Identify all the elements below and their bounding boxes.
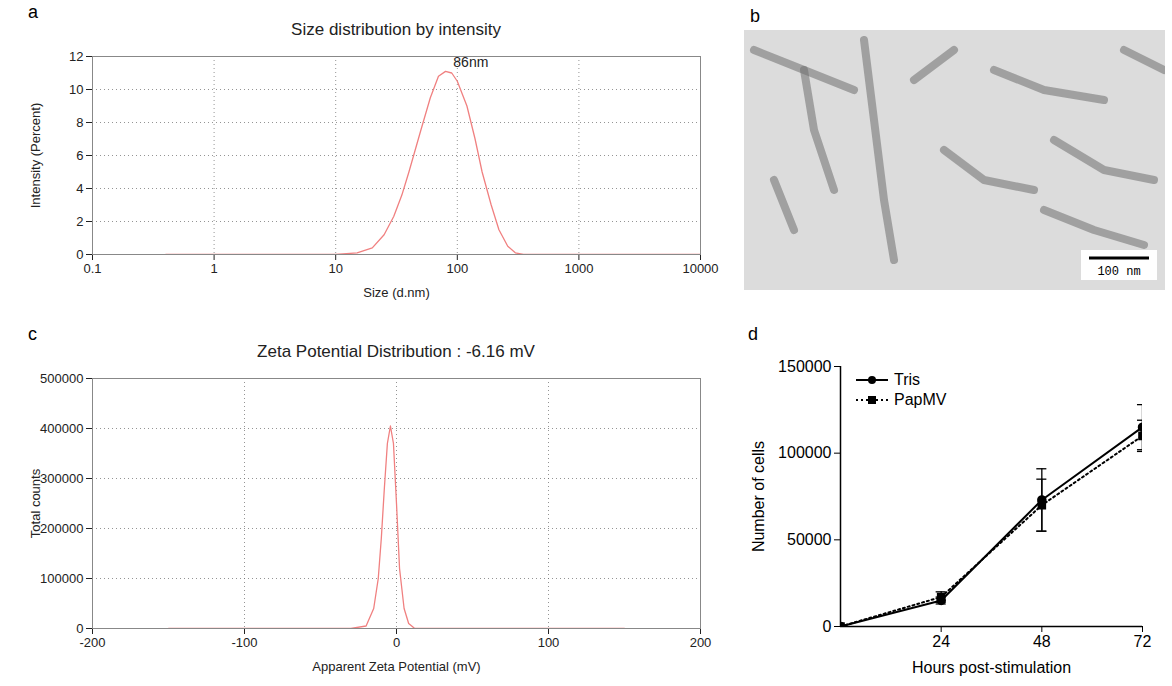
svg-text:10: 10 bbox=[328, 261, 342, 276]
svg-text:300000: 300000 bbox=[40, 471, 83, 486]
html-text:PapMV: PapMV bbox=[894, 391, 947, 408]
svg-text:150000: 150000 bbox=[778, 358, 831, 375]
html-text:Tris: Tris bbox=[894, 371, 921, 388]
html-text:Size distribution by intensity: Size distribution by intensity bbox=[291, 20, 501, 39]
svg-text:100000: 100000 bbox=[778, 444, 831, 461]
svg-text:100 nm: 100 nm bbox=[1097, 265, 1140, 279]
svg-text:Intensity (Percent): Intensity (Percent) bbox=[28, 103, 43, 209]
svg-text:0: 0 bbox=[393, 635, 400, 650]
svg-text:4: 4 bbox=[76, 181, 83, 196]
svg-text:2: 2 bbox=[76, 214, 83, 229]
svg-text:400000: 400000 bbox=[40, 421, 83, 436]
svg-text:200000: 200000 bbox=[40, 521, 83, 536]
svg-text:Hours post-stimulation: Hours post-stimulation bbox=[912, 659, 1071, 676]
svg-text:100: 100 bbox=[446, 261, 468, 276]
svg-text:0.1: 0.1 bbox=[83, 261, 101, 276]
html-text:d: d bbox=[748, 324, 758, 344]
html-text:b: b bbox=[750, 6, 760, 26]
svg-text:100000: 100000 bbox=[40, 571, 83, 586]
svg-text:200: 200 bbox=[690, 635, 712, 650]
svg-text:72: 72 bbox=[1134, 633, 1152, 650]
svg-text:Total counts: Total counts bbox=[28, 468, 43, 538]
html-text:Zeta Potential Distribution :: Zeta Potential Distribution : -6.16 mV bbox=[257, 342, 535, 361]
svg-text:10: 10 bbox=[69, 82, 83, 97]
svg-text:10000: 10000 bbox=[682, 261, 718, 276]
svg-text:0: 0 bbox=[76, 247, 83, 262]
svg-text:Apparent Zeta Potential (mV): Apparent Zeta Potential (mV) bbox=[312, 659, 480, 674]
svg-text:8: 8 bbox=[76, 115, 83, 130]
svg-text:500000: 500000 bbox=[40, 371, 83, 386]
svg-text:-100: -100 bbox=[231, 635, 257, 650]
html-text:c: c bbox=[28, 324, 37, 344]
svg-text:6: 6 bbox=[76, 148, 83, 163]
svg-text:Size (d.nm): Size (d.nm) bbox=[363, 285, 429, 300]
svg-text:-200: -200 bbox=[79, 635, 105, 650]
svg-text:50000: 50000 bbox=[787, 531, 832, 548]
svg-text:86nm: 86nm bbox=[453, 54, 488, 70]
svg-text:0: 0 bbox=[823, 618, 832, 635]
svg-text:1: 1 bbox=[210, 261, 217, 276]
svg-text:Number of cells: Number of cells bbox=[750, 441, 767, 552]
svg-text:100: 100 bbox=[538, 635, 560, 650]
svg-text:0: 0 bbox=[76, 621, 83, 636]
svg-text:24: 24 bbox=[932, 633, 950, 650]
svg-text:48: 48 bbox=[1033, 633, 1051, 650]
svg-text:1000: 1000 bbox=[564, 261, 593, 276]
html-text:a: a bbox=[28, 2, 38, 22]
svg-text:12: 12 bbox=[69, 49, 83, 64]
